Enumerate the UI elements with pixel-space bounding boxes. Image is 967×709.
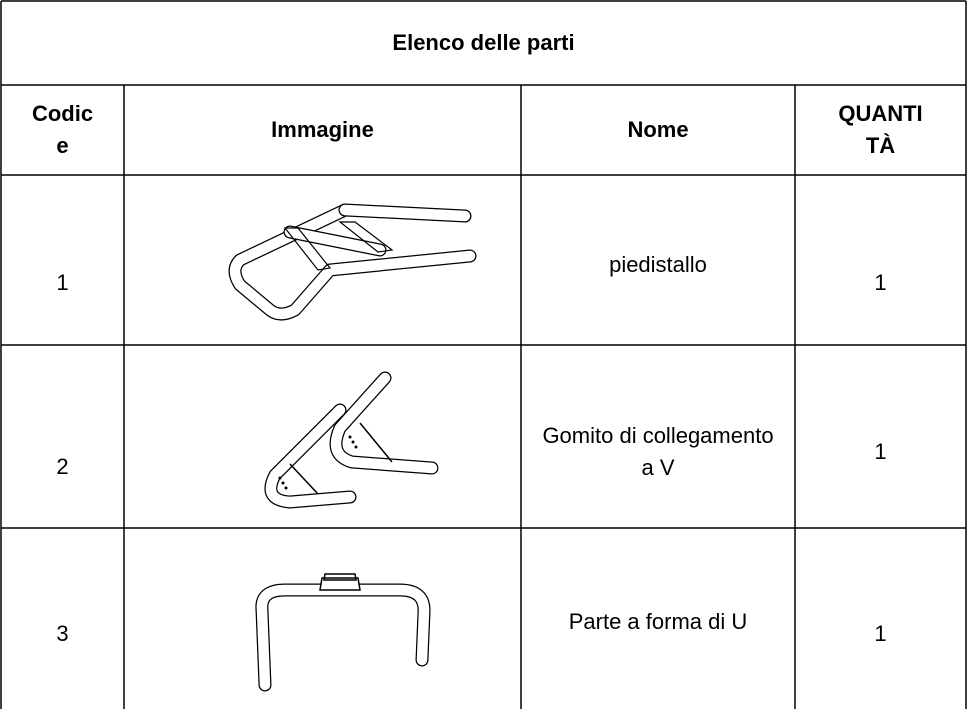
header-text: QUANTITÀ bbox=[838, 101, 923, 158]
header-cell: Nome bbox=[627, 117, 689, 142]
name-cell: Parte a forma di U bbox=[568, 608, 748, 634]
quantity-cell: 1 bbox=[874, 620, 887, 646]
v-elbow-drawing bbox=[264, 371, 439, 509]
code-cell: 1 bbox=[56, 270, 69, 295]
code-cell: 3 bbox=[56, 620, 69, 646]
u-part-drawing bbox=[255, 573, 431, 692]
name-cell: piedistallo bbox=[609, 252, 707, 277]
quantity-cell: 1 bbox=[874, 270, 887, 295]
name-cell: Gomito di collegamento a V bbox=[542, 422, 774, 480]
code-cell: 2 bbox=[56, 453, 69, 479]
table-title: Elenco delle parti bbox=[392, 30, 575, 55]
header-cell: QUANTITÀ bbox=[795, 85, 966, 175]
header-text: Codice bbox=[31, 101, 94, 158]
quantity-cell: 1 bbox=[874, 438, 887, 464]
header-cell: Immagine bbox=[271, 117, 374, 142]
base-drawing bbox=[228, 203, 477, 321]
header-cell: Codice bbox=[1, 85, 124, 175]
